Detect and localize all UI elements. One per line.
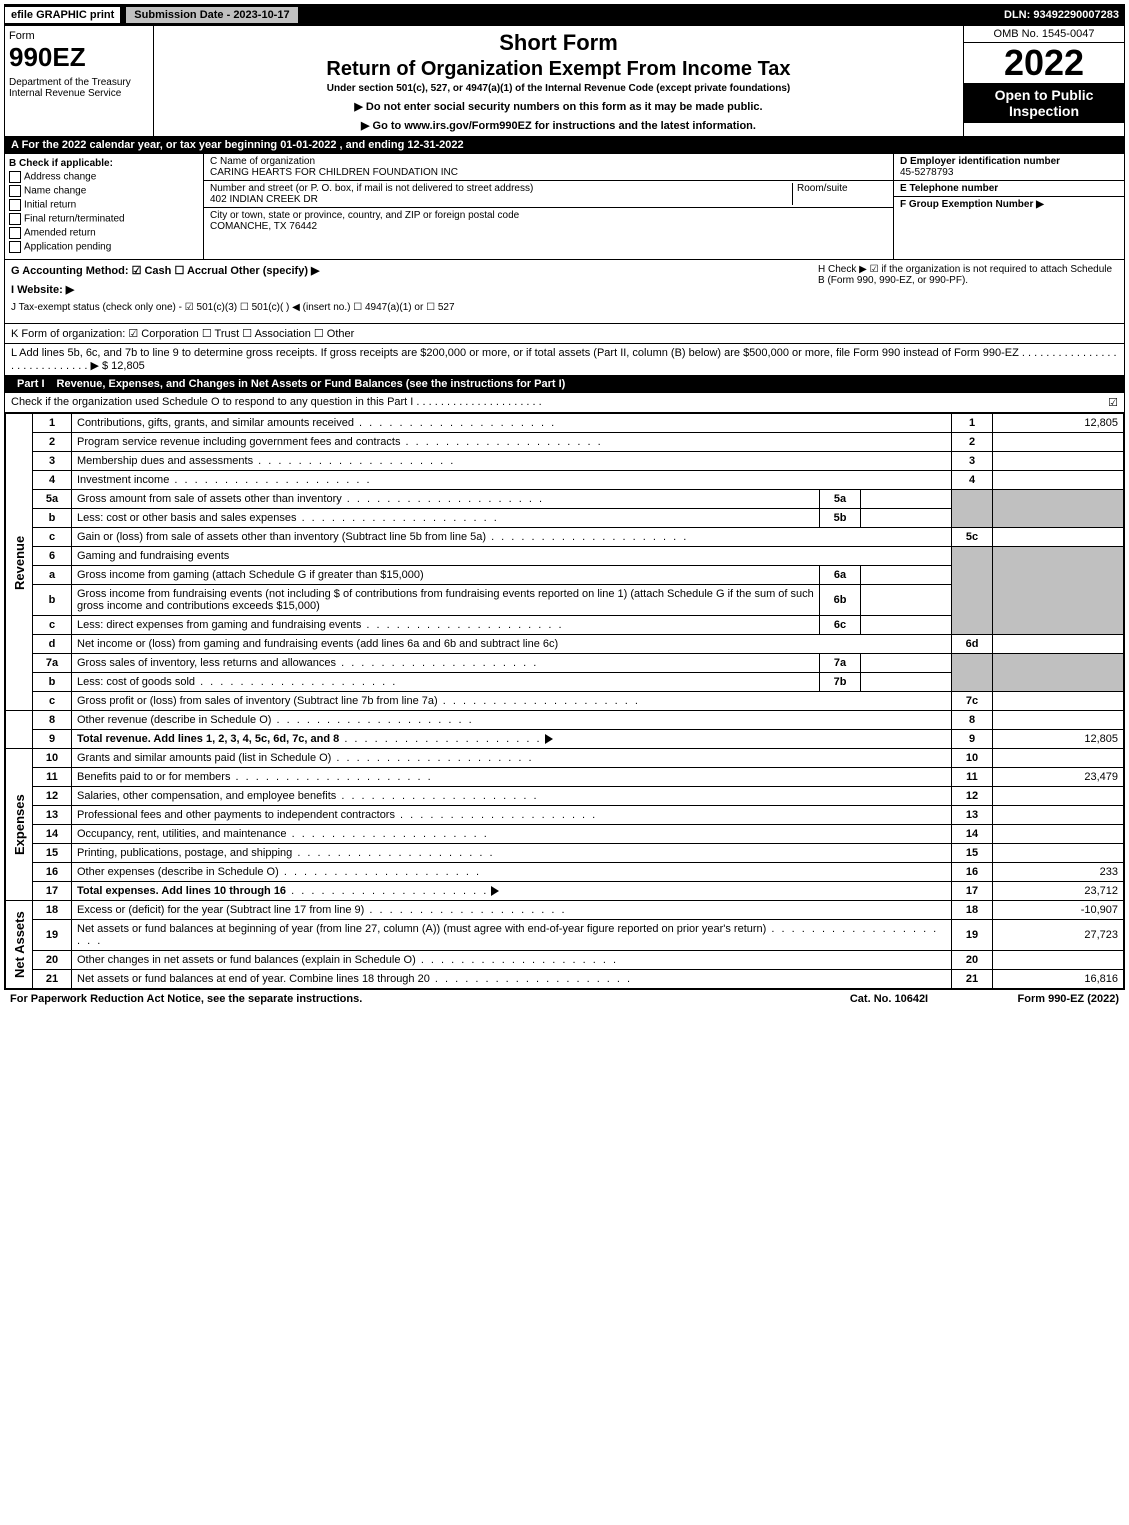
e-phone: E Telephone number [894,181,1124,197]
header-left: Form 990EZ Department of the Treasury In… [5,26,154,136]
row-9: 9Total revenue. Add lines 1, 2, 3, 4, 5c… [6,730,1124,749]
b-title: B Check if applicable: [9,158,199,169]
part-i-heading: Revenue, Expenses, and Changes in Net As… [57,378,566,390]
line-k: K Form of organization: ☑ Corporation ☐ … [4,324,1125,344]
header: Form 990EZ Department of the Treasury In… [4,26,1125,137]
row-5a: 5aGross amount from sale of assets other… [6,490,1124,509]
main-table: Revenue 1 Contributions, gifts, grants, … [5,413,1124,989]
row-14: 14Occupancy, rent, utilities, and mainte… [6,825,1124,844]
row-7a: 7aGross sales of inventory, less returns… [6,654,1124,673]
omb: OMB No. 1545-0047 [964,26,1124,43]
row-10: Expenses10Grants and similar amounts pai… [6,749,1124,768]
form-label: Form [9,30,149,42]
row-12: 12Salaries, other compensation, and empl… [6,787,1124,806]
row-8: 8Other revenue (describe in Schedule O)8 [6,711,1124,730]
arrow-icon [491,886,499,896]
arrow-icon [545,734,553,744]
revenue-label: Revenue [6,414,33,711]
row-a: A For the 2022 calendar year, or tax yea… [4,137,1125,154]
row-1: Revenue 1 Contributions, gifts, grants, … [6,414,1124,433]
chk-address[interactable]: Address change [9,171,199,183]
ghi: H Check ▶ ☑ if the organization is not r… [4,260,1125,324]
row-19: 19Net assets or fund balances at beginni… [6,920,1124,951]
c-city: City or town, state or province, country… [204,208,893,234]
row-21: 21Net assets or fund balances at end of … [6,970,1124,989]
c-name: C Name of organization CARING HEARTS FOR… [204,154,893,181]
row-16: 16Other expenses (describe in Schedule O… [6,863,1124,882]
chk-final[interactable]: Final return/terminated [9,213,199,225]
row-6: 6Gaming and fundraising events [6,547,1124,566]
tax-year: 2022 [964,43,1124,83]
row-15: 15Printing, publications, postage, and s… [6,844,1124,863]
j-tax-exempt: J Tax-exempt status (check only one) - ☑… [11,302,1118,313]
row-17: 17Total expenses. Add lines 10 through 1… [6,882,1124,901]
row-11: 11Benefits paid to or for members1123,47… [6,768,1124,787]
footer-cat: Cat. No. 10642I [819,993,959,1005]
table-wrap: Revenue 1 Contributions, gifts, grants, … [4,413,1125,990]
row-4: 4Investment income4 [6,471,1124,490]
d-ein: D Employer identification number 45-5278… [894,154,1124,181]
expenses-label: Expenses [6,749,33,901]
header-center: Short Form Return of Organization Exempt… [154,26,963,136]
part-i-header: Part I Revenue, Expenses, and Changes in… [4,376,1125,393]
netassets-label: Net Assets [6,901,33,989]
chk-pending[interactable]: Application pending [9,241,199,253]
col-def: D Employer identification number 45-5278… [893,154,1124,259]
header-right: OMB No. 1545-0047 2022 Open to Public In… [963,26,1124,136]
form-code: 990EZ [9,42,149,73]
row-20: 20Other changes in net assets or fund ba… [6,951,1124,970]
chk-schedule-o[interactable]: ☑ [1108,396,1118,409]
dln: DLN: 93492290007283 [1004,9,1125,21]
row-18: Net Assets18Excess or (deficit) for the … [6,901,1124,920]
under-section: Under section 501(c), 527, or 4947(a)(1)… [162,83,955,94]
row-13: 13Professional fees and other payments t… [6,806,1124,825]
efile-print[interactable]: efile GRAPHIC print [4,6,121,24]
chk-amended[interactable]: Amended return [9,227,199,239]
c-street: Number and street (or P. O. box, if mail… [204,181,893,208]
top-bar: efile GRAPHIC print Submission Date - 20… [4,4,1125,26]
part-i-sub: Check if the organization used Schedule … [4,393,1125,413]
footer-form: Form 990-EZ (2022) [959,993,1119,1005]
row-2: 2Program service revenue including gover… [6,433,1124,452]
row-3: 3Membership dues and assessments3 [6,452,1124,471]
part-i-label: Part I [11,378,51,390]
row-5c: cGain or (loss) from sale of assets othe… [6,528,1124,547]
section-bc: B Check if applicable: Address change Na… [4,154,1125,260]
submission-date: Submission Date - 2023-10-17 [125,6,298,24]
no-ssn: ▶ Do not enter social security numbers o… [162,100,955,113]
open-public: Open to Public Inspection [964,83,1124,123]
footer-left: For Paperwork Reduction Act Notice, see … [10,993,819,1005]
line-l: L Add lines 5b, 6c, and 7b to line 9 to … [4,344,1125,376]
h-check: H Check ▶ ☑ if the organization is not r… [818,264,1118,286]
chk-initial[interactable]: Initial return [9,199,199,211]
chk-name[interactable]: Name change [9,185,199,197]
col-b: B Check if applicable: Address change Na… [5,154,204,259]
row-6d: dNet income or (loss) from gaming and fu… [6,635,1124,654]
row-7c: cGross profit or (loss) from sales of in… [6,692,1124,711]
dept-treasury: Department of the Treasury Internal Reve… [9,77,149,99]
col-c: C Name of organization CARING HEARTS FOR… [204,154,893,259]
f-group: F Group Exemption Number ▶ [894,197,1124,212]
return-title: Return of Organization Exempt From Incom… [162,58,955,81]
short-form-title: Short Form [162,30,955,56]
footer: For Paperwork Reduction Act Notice, see … [4,990,1125,1008]
goto-link[interactable]: ▶ Go to www.irs.gov/Form990EZ for instru… [162,119,955,132]
